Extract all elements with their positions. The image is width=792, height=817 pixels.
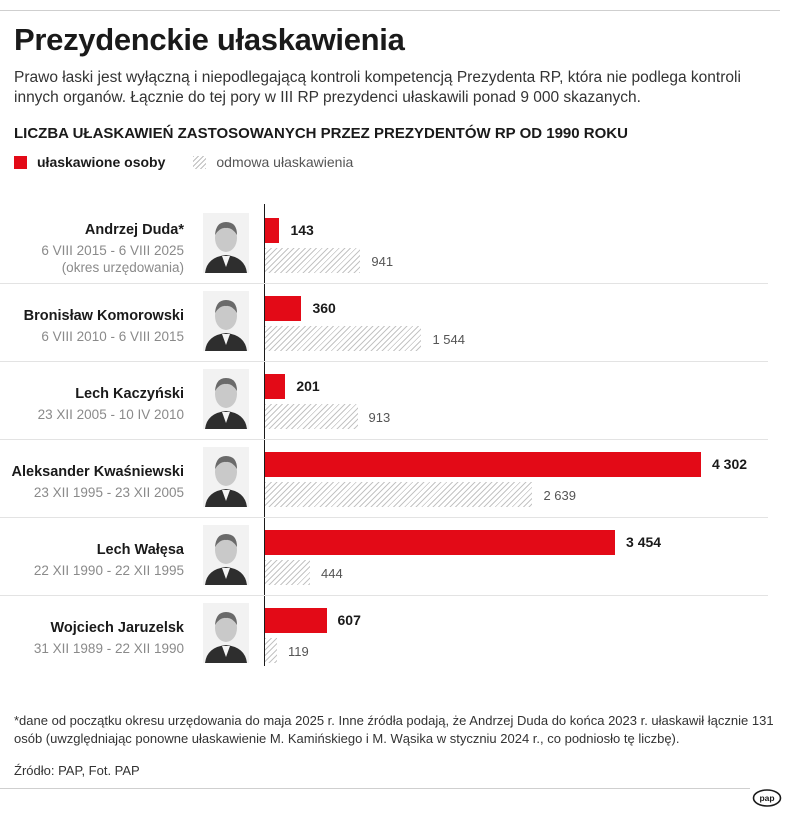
bar-pardoned [265,530,616,555]
legend-swatch-refused [193,155,207,169]
bar-refused [265,638,278,663]
president-portrait-icon [203,213,249,273]
president-term: 23 XII 1995 - 23 XII 2005 [33,485,184,500]
president-name: Aleksander Kwaśniewski [11,464,184,480]
chart-axis-line [264,204,265,666]
row-separator [0,361,768,362]
row-separator [0,283,768,284]
president-term: 6 VIII 2010 - 6 VIII 2015 [41,329,184,344]
footnote: *dane od początku okresu urzędowania do … [14,713,774,746]
president-portrait-icon [203,447,249,507]
pap-logo-text: pap [759,793,774,803]
president-portrait-icon [203,369,249,429]
president-portrait-icon [203,525,249,585]
value-label-refused: 941 [371,254,394,269]
row-separator [0,595,768,596]
value-label-refused: 1 544 [432,332,466,347]
president-term: 22 XII 1990 - 22 XII 1995 [33,563,184,578]
bottom-divider [0,788,750,789]
bar-pardoned [265,374,286,399]
president-term: 23 XII 2005 - 10 IV 2010 [37,407,184,422]
value-label-refused: 913 [368,410,391,425]
bar-refused [265,560,310,585]
president-term: 31 XII 1989 - 22 XII 1990 [33,641,184,656]
lead-paragraph: Prawo łaski jest wyłączną i niepodlegają… [14,69,741,106]
value-label-pardoned: 607 [337,612,361,628]
president-term: (okres urzędowania) [61,260,184,275]
value-label-pardoned: 4 302 [712,456,748,472]
source-line: Źródło: PAP, Fot. PAP [14,763,140,778]
value-label-refused: 119 [288,644,309,659]
bar-chart: Andrzej Duda* 6 VIII 2015 - 6 VIII 2025 (o… [0,200,792,670]
president-name: Lech Wałęsa [96,542,184,558]
legend-label-pardoned: ułaskawione osoby [37,154,166,170]
president-portrait-icon [203,291,249,351]
value-label-pardoned: 201 [296,378,320,394]
top-divider [0,10,780,11]
value-label-pardoned: 360 [312,300,336,316]
value-label-pardoned: 143 [290,222,314,238]
value-label-refused: 2 639 [543,488,576,503]
bar-pardoned [265,296,302,321]
chart-legend: ułaskawione osoby odmowa ułaskawienia [14,153,353,171]
bar-refused [265,326,422,351]
bar-pardoned [265,452,701,477]
bar-refused [265,404,358,429]
bar-refused [265,482,533,507]
legend-label-refused: odmowa ułaskawienia [216,154,354,170]
president-name: Wojciech Jaruzelsk [50,620,184,636]
president-name: Bronisław Komorowski [23,308,184,324]
value-label-refused: 444 [320,566,343,581]
row-separator [0,439,768,440]
legend-swatch-pardoned [14,155,27,169]
president-name: Lech Kaczyński [75,386,184,402]
page-title: Prezydenckie ułaskawienia [14,22,405,57]
president-portrait-icon [203,603,249,663]
row-separator [0,517,768,518]
bar-pardoned [265,608,327,633]
pap-logo-icon: pap [752,789,782,807]
bar-refused [265,248,361,273]
president-term: 6 VIII 2015 - 6 VIII 2025 [41,243,184,258]
value-label-pardoned: 3 454 [626,534,662,550]
bar-pardoned [265,218,280,243]
chart-title: LICZBA UŁASKAWIEŃ ZASTOSOWANYCH PRZEZ PR… [14,125,628,142]
president-name: Andrzej Duda* [84,222,184,238]
